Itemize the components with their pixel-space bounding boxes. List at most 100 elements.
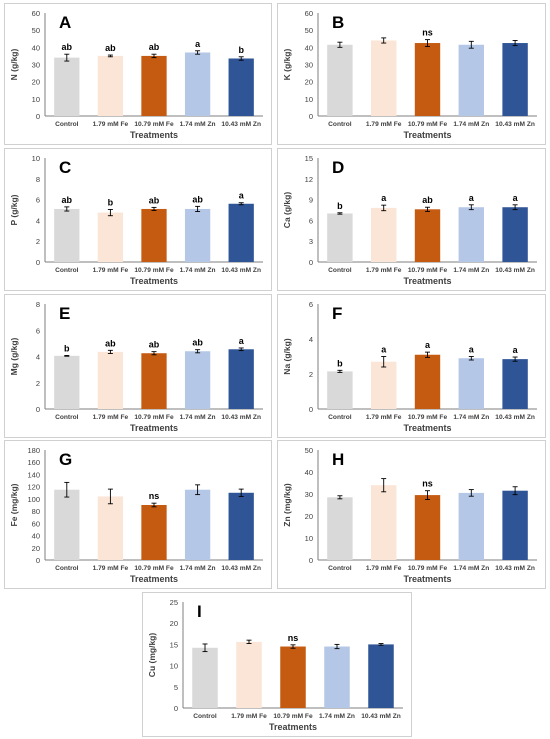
significance-letter: a xyxy=(381,345,387,355)
x-tick-label: 10.43 mM Zn xyxy=(221,414,261,421)
panel-letter: I xyxy=(197,602,202,621)
bar xyxy=(370,485,397,560)
y-tick-label: 40 xyxy=(32,43,40,52)
x-tick-label: 10.79 mM Fe xyxy=(134,267,174,274)
bar xyxy=(458,207,485,262)
bar xyxy=(458,44,485,117)
bar xyxy=(502,359,528,409)
y-tick-label: 15 xyxy=(305,154,313,163)
x-tick-label: 1.79 mM Fe xyxy=(93,414,129,421)
bar xyxy=(97,351,124,409)
x-tick-label: 1.74 mM Zn xyxy=(453,267,489,274)
y-tick-label: 80 xyxy=(32,507,40,516)
significance-letter: ab xyxy=(105,43,116,53)
x-tick-label: Control xyxy=(328,121,352,128)
y-tick-label: 9 xyxy=(309,196,313,205)
x-tick-label: 1.79 mM Fe xyxy=(366,121,402,128)
significance-letter: b xyxy=(108,197,114,207)
panel-d: 0 3 6 9 12 15 b Control a 1.79 mM Fe ab 10.79 mM Fe… xyxy=(277,148,546,291)
y-tick-label: 2 xyxy=(36,237,40,246)
y-tick-label: 0 xyxy=(36,258,40,267)
y-tick-label: 15 xyxy=(170,640,178,649)
panel-f: 0 2 4 6 b Control a 1.79 mM Fe a 10.79 mM Fe a 1.74… xyxy=(277,294,546,438)
bar xyxy=(327,371,353,409)
x-axis-title: Treatments xyxy=(130,276,178,286)
significance-letter: a xyxy=(425,340,431,350)
bar xyxy=(141,505,167,560)
significance-letter: ab xyxy=(192,194,203,204)
significance-letter: ab xyxy=(149,195,160,205)
y-tick-label: 50 xyxy=(305,26,313,35)
significance-letter: ab xyxy=(62,195,73,205)
x-tick-label: 1.74 mM Zn xyxy=(453,414,489,421)
y-tick-label: 20 xyxy=(32,544,40,553)
x-tick-label: 10.79 mM Fe xyxy=(408,414,448,421)
y-tick-label: 8 xyxy=(36,300,40,309)
y-tick-label: 30 xyxy=(305,61,313,70)
bar xyxy=(324,646,350,708)
bar xyxy=(54,355,80,409)
x-tick-label: 10.79 mM Fe xyxy=(134,565,174,572)
significance-letter: a xyxy=(469,345,475,355)
panel-letter: B xyxy=(332,13,344,32)
significance-letter: ab xyxy=(149,340,160,350)
x-tick-label: Control xyxy=(328,414,352,421)
y-tick-label: 40 xyxy=(32,532,40,541)
y-tick-label: 4 xyxy=(36,353,40,362)
x-tick-label: Control xyxy=(55,565,79,572)
chart-svg: 0 5 10 15 20 25 Control 1.79 mM Fe ns 10.79 mM Fe… xyxy=(147,598,403,732)
y-tick-label: 6 xyxy=(36,326,40,335)
panel-letter: C xyxy=(59,158,71,177)
bar xyxy=(141,353,167,409)
bar xyxy=(327,497,353,560)
significance-letter: b xyxy=(64,343,70,353)
y-axis-title: Na (g/kg) xyxy=(282,338,292,375)
bar xyxy=(280,646,306,708)
bar xyxy=(184,489,211,560)
significance-letter: a xyxy=(239,191,245,201)
y-tick-label: 30 xyxy=(32,61,40,70)
panel-letter: E xyxy=(59,304,70,323)
y-tick-label: 10 xyxy=(32,154,40,163)
bar xyxy=(502,43,528,116)
bar xyxy=(192,647,218,708)
bar xyxy=(458,358,485,409)
bar xyxy=(414,495,441,560)
x-tick-label: Control xyxy=(193,713,217,720)
y-tick-label: 160 xyxy=(27,458,40,467)
x-tick-label: 1.79 mM Fe xyxy=(231,713,267,720)
x-tick-label: 10.43 mM Zn xyxy=(495,414,535,421)
chart-svg: 0 3 6 9 12 15 b Control a 1.79 mM Fe ab 10.79 mM Fe… xyxy=(282,154,537,286)
y-tick-label: 20 xyxy=(305,512,313,521)
significance-letter: b xyxy=(337,201,343,211)
significance-letter: a xyxy=(513,345,519,355)
bar xyxy=(184,52,211,116)
y-tick-label: 0 xyxy=(309,112,313,121)
y-tick-label: 0 xyxy=(36,112,40,121)
x-axis-title: Treatments xyxy=(403,130,451,140)
bar xyxy=(414,209,441,262)
x-tick-label: Control xyxy=(328,565,352,572)
x-axis-title: Treatments xyxy=(269,722,317,732)
bar xyxy=(502,207,528,262)
x-tick-label: 1.79 mM Fe xyxy=(366,414,402,421)
bar xyxy=(54,57,80,116)
y-tick-label: 60 xyxy=(32,519,40,528)
significance-letter: a xyxy=(195,39,201,49)
bar xyxy=(184,351,211,409)
significance-letter: a xyxy=(381,193,387,203)
y-tick-label: 8 xyxy=(36,175,40,184)
panel-h: 0 10 20 30 40 50 Control 1.79 mM Fe ns 10.79 mM F… xyxy=(277,440,546,589)
x-tick-label: Control xyxy=(328,267,352,274)
y-tick-label: 0 xyxy=(309,556,313,565)
significance-letter: a xyxy=(469,193,475,203)
y-axis-title: K (g/kg) xyxy=(282,49,292,81)
x-tick-label: 1.79 mM Fe xyxy=(366,267,402,274)
y-tick-label: 10 xyxy=(170,662,178,671)
significance-letter: ns xyxy=(149,491,160,501)
significance-letter: a xyxy=(513,193,519,203)
y-axis-title: Mg (g/kg) xyxy=(9,337,19,375)
significance-letter: ab xyxy=(149,42,160,52)
y-axis-title: Zn (mg/kg) xyxy=(282,483,292,527)
